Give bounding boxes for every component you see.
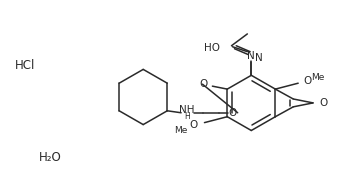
- Text: HCl: HCl: [15, 59, 36, 72]
- Text: O: O: [303, 76, 311, 86]
- Text: N: N: [255, 52, 263, 63]
- Text: H: H: [184, 112, 190, 121]
- Text: HO: HO: [204, 43, 220, 53]
- Text: NH: NH: [179, 105, 195, 115]
- Text: Me: Me: [311, 73, 325, 82]
- Text: O: O: [199, 79, 208, 89]
- Text: N: N: [247, 51, 255, 61]
- Text: O: O: [189, 120, 197, 130]
- Text: H₂O: H₂O: [39, 151, 62, 164]
- Text: Me: Me: [174, 126, 188, 135]
- Text: O: O: [319, 98, 327, 108]
- Text: O: O: [228, 108, 237, 118]
